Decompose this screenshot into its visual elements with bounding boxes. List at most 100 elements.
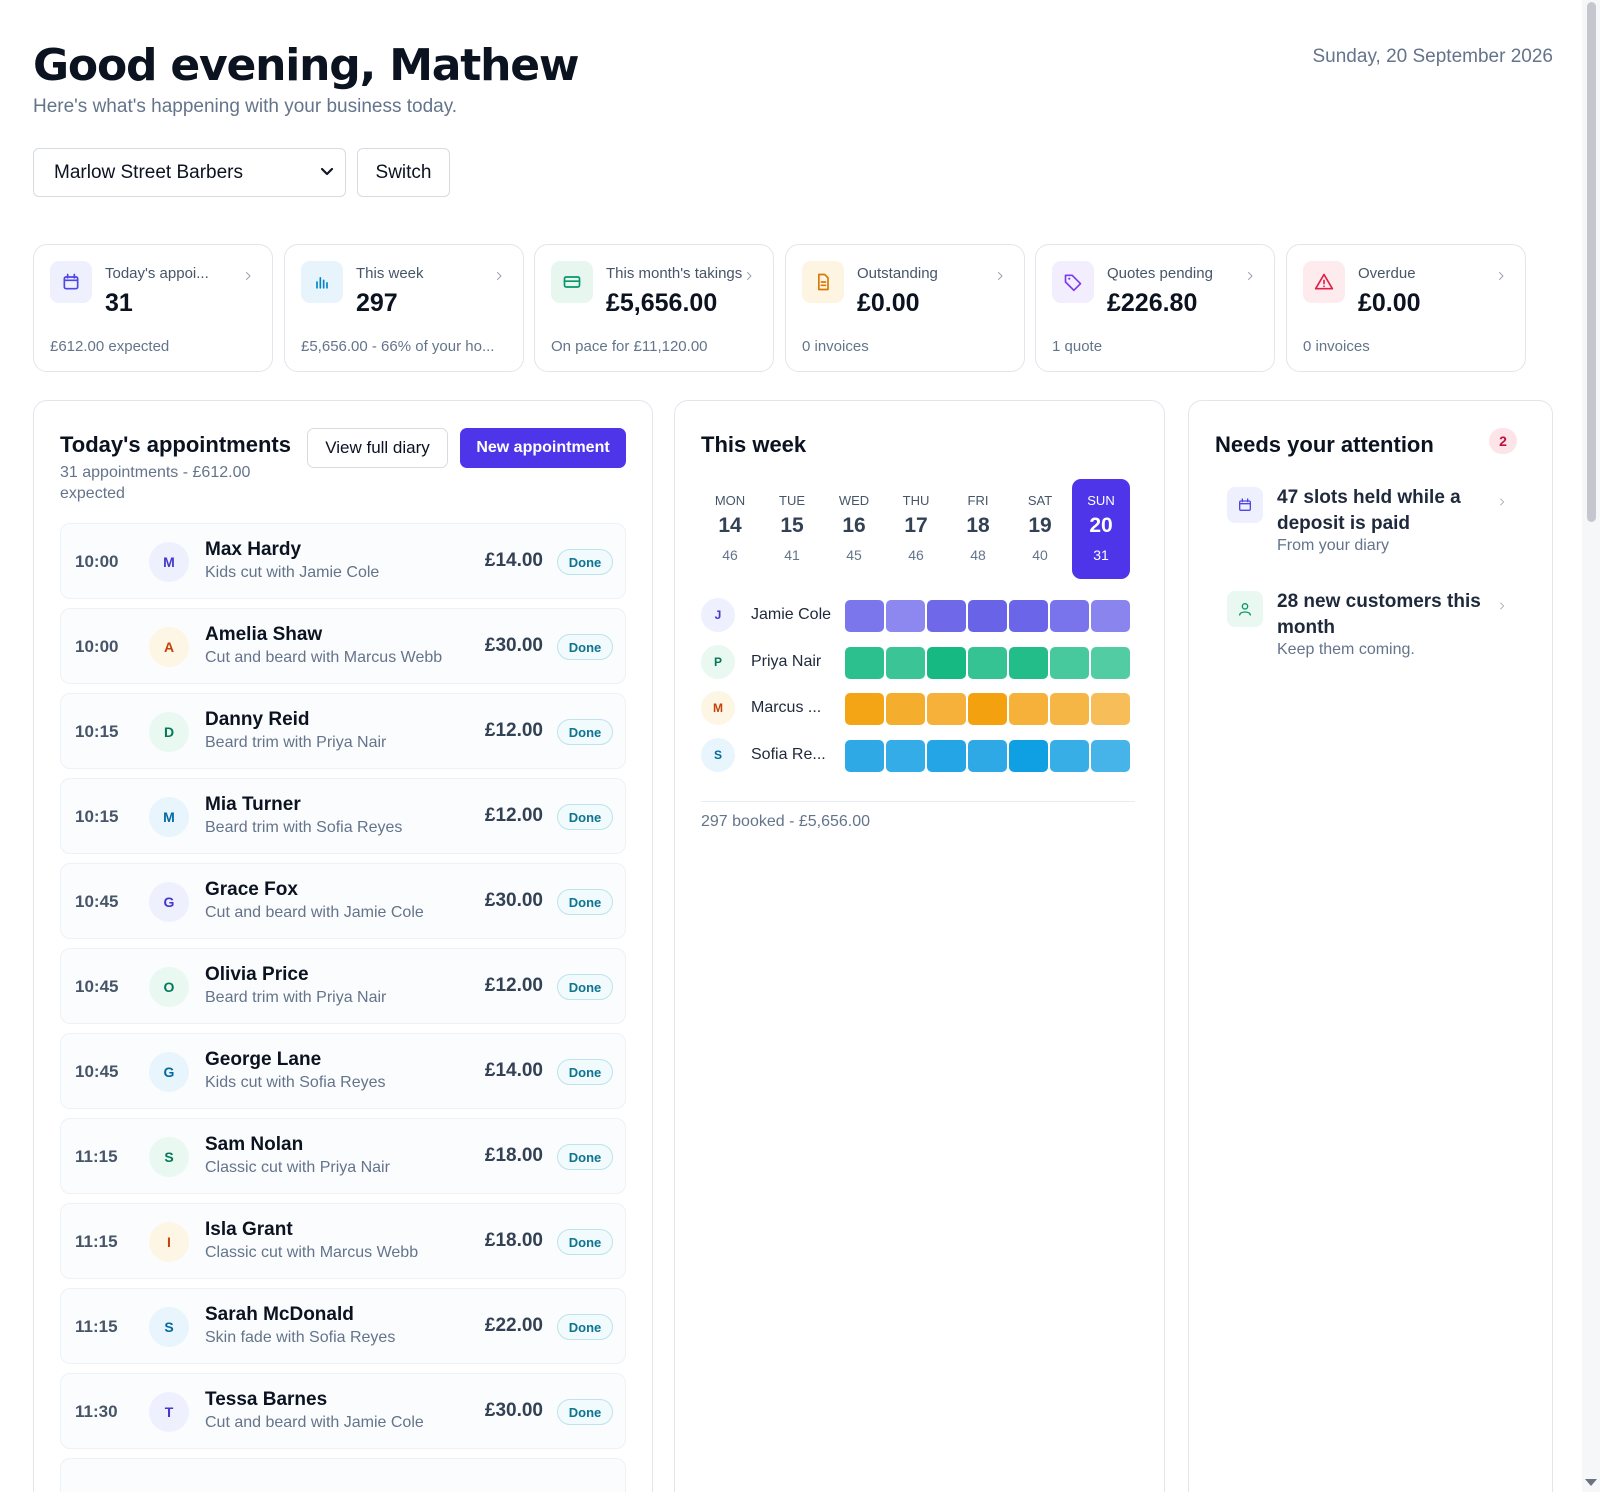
heatmap-cell[interactable] bbox=[886, 600, 925, 632]
service-description: Beard trim with Sofia Reyes bbox=[205, 819, 403, 836]
view-full-diary-button[interactable]: View full diary bbox=[307, 428, 448, 468]
attention-title: 47 slots held while a deposit is paid bbox=[1277, 487, 1461, 534]
attention-item[interactable]: 47 slots held while a deposit is paid Fro… bbox=[1227, 485, 1527, 565]
service-description: Classic cut with Marcus Webb bbox=[205, 1244, 419, 1261]
heatmap-cell[interactable] bbox=[1009, 646, 1048, 679]
bar-chart-icon bbox=[316, 277, 328, 289]
heatmap-cell[interactable] bbox=[927, 646, 966, 679]
day-date: 19 bbox=[1028, 514, 1052, 537]
appointment-row[interactable]: 10:45 G Grace Fox Cut and beard with Jamie … bbox=[60, 863, 626, 939]
heatmap-cell[interactable] bbox=[886, 693, 925, 725]
appointment-row[interactable]: 11:30 T Tessa Barnes Cut and beard with Jam… bbox=[60, 1373, 626, 1449]
stat-card[interactable]: Outstanding £0.00 0 invoices bbox=[785, 244, 1025, 372]
heatmap-cell[interactable] bbox=[1009, 600, 1048, 632]
heatmap-cell[interactable] bbox=[1091, 693, 1130, 725]
heatmap-cell[interactable] bbox=[968, 739, 1007, 772]
stat-footer: £5,656.00 - 66% of your ho... bbox=[301, 338, 495, 355]
user-icon bbox=[1239, 603, 1251, 616]
stat-icon-wrap bbox=[50, 261, 92, 303]
heatmap-cell[interactable] bbox=[1009, 693, 1048, 725]
appointment-time: 10:00 bbox=[75, 552, 119, 571]
heatmap-cell[interactable] bbox=[1091, 739, 1130, 772]
attention-item[interactable]: 28 new customers this month Keep them com… bbox=[1227, 589, 1527, 669]
heatmap-cell[interactable] bbox=[845, 739, 884, 772]
stat-card[interactable]: Today's appoi... 31 £612.00 expected bbox=[33, 244, 273, 372]
status-badge: Done bbox=[557, 634, 613, 660]
appointment-row-partial[interactable] bbox=[60, 1458, 626, 1492]
stat-icon-wrap bbox=[802, 261, 844, 303]
heatmap-cell[interactable] bbox=[1050, 739, 1089, 772]
stat-footer: £612.00 expected bbox=[50, 338, 170, 355]
day-thu[interactable]: THU 17 46 bbox=[887, 479, 945, 579]
needs-attention-panel: Needs your attention 2 47 slots held whi… bbox=[1188, 400, 1553, 1492]
stat-label: Today's appoi... bbox=[105, 265, 209, 282]
appointment-row[interactable]: 10:00 M Max Hardy Kids cut with Jamie Cole £… bbox=[60, 523, 626, 599]
scrollbar[interactable] bbox=[1582, 0, 1600, 1492]
heatmap-cell[interactable] bbox=[845, 600, 884, 632]
week-summary: 297 booked - £5,656.00 bbox=[701, 813, 871, 830]
stat-card[interactable]: This week 297 £5,656.00 - 66% of your ho..… bbox=[284, 244, 524, 372]
heatmap-cell[interactable] bbox=[968, 646, 1007, 679]
appointment-row[interactable]: 11:15 S Sam Nolan Classic cut with Priya Na… bbox=[60, 1118, 626, 1194]
appointment-row[interactable]: 10:00 A Amelia Shaw Cut and beard with Marc… bbox=[60, 608, 626, 684]
attention-icon-wrap bbox=[1227, 487, 1263, 523]
customer-name: Sam Nolan bbox=[205, 1134, 304, 1155]
avatar: D bbox=[149, 712, 189, 752]
chevron-right-icon bbox=[1500, 602, 1505, 610]
avatar: M bbox=[149, 542, 189, 582]
heatmap-cell[interactable] bbox=[927, 739, 966, 772]
new-appointment-button[interactable]: New appointment bbox=[460, 428, 626, 468]
switch-button[interactable]: Switch bbox=[357, 148, 450, 197]
staff-avatar: S bbox=[701, 737, 735, 772]
day-fri[interactable]: FRI 18 48 bbox=[949, 479, 1007, 579]
appointment-row[interactable]: 10:15 M Mia Turner Beard trim with Sofia Re… bbox=[60, 778, 626, 854]
service-description: Cut and beard with Marcus Webb bbox=[205, 649, 443, 666]
heatmap-cell[interactable] bbox=[968, 693, 1007, 725]
service-description: Cut and beard with Jamie Cole bbox=[205, 1414, 424, 1431]
day-count: 46 bbox=[908, 547, 924, 563]
business-select[interactable]: Marlow Street Barbers bbox=[33, 148, 346, 197]
appointments-title: Today's appointments bbox=[60, 432, 291, 457]
heatmap-cell[interactable] bbox=[1050, 646, 1089, 679]
day-name: THU bbox=[902, 493, 930, 508]
appointment-row[interactable]: 11:15 S Sarah McDonald Skin fade with Sofia… bbox=[60, 1288, 626, 1364]
avatar: T bbox=[149, 1392, 189, 1432]
stat-footer: 0 invoices bbox=[802, 338, 869, 355]
day-mon[interactable]: MON 14 46 bbox=[701, 479, 759, 579]
heatmap-cell[interactable] bbox=[1050, 600, 1089, 632]
appointment-time: 10:45 bbox=[75, 1062, 119, 1081]
day-tue[interactable]: TUE 15 41 bbox=[763, 479, 821, 579]
appointment-row[interactable]: 11:15 I Isla Grant Classic cut with Marcus … bbox=[60, 1203, 626, 1279]
appointment-row[interactable]: 10:45 G George Lane Kids cut with Sofia Rey… bbox=[60, 1033, 626, 1109]
service-description: Cut and beard with Jamie Cole bbox=[205, 904, 424, 921]
heatmap-cell[interactable] bbox=[845, 646, 884, 679]
day-name: SAT bbox=[1027, 493, 1053, 508]
heatmap-cell[interactable] bbox=[1091, 646, 1130, 679]
day-sun[interactable]: SUN 20 31 bbox=[1072, 479, 1130, 579]
stat-card[interactable]: Quotes pending £226.80 1 quote bbox=[1035, 244, 1275, 372]
scrollbar-thumb[interactable] bbox=[1587, 2, 1596, 522]
heatmap-cell[interactable] bbox=[845, 693, 884, 725]
stat-card[interactable]: This month's takings £5,656.00 On pace for… bbox=[534, 244, 774, 372]
chevron-right-icon bbox=[1248, 272, 1253, 280]
stat-value: 297 bbox=[356, 289, 398, 317]
appointment-price: £30.00 bbox=[484, 890, 543, 911]
heatmap-cell[interactable] bbox=[968, 600, 1007, 632]
day-wed[interactable]: WED 16 45 bbox=[825, 479, 883, 579]
day-count: 45 bbox=[846, 547, 862, 563]
heatmap-cell[interactable] bbox=[1091, 600, 1130, 632]
attention-count-badge: 2 bbox=[1489, 428, 1517, 454]
heatmap-cell[interactable] bbox=[927, 693, 966, 725]
day-sat[interactable]: SAT 19 40 bbox=[1011, 479, 1069, 579]
heatmap-cell[interactable] bbox=[1009, 739, 1048, 772]
appointment-row[interactable]: 10:15 D Danny Reid Beard trim with Priya Na… bbox=[60, 693, 626, 769]
scroll-down-arrow[interactable] bbox=[1585, 1479, 1597, 1486]
stat-card[interactable]: Overdue £0.00 0 invoices bbox=[1286, 244, 1526, 372]
heatmap-cell[interactable] bbox=[886, 646, 925, 679]
heatmap-cell[interactable] bbox=[927, 600, 966, 632]
heatmap-cell[interactable] bbox=[886, 739, 925, 772]
chevron-right-icon bbox=[497, 272, 502, 280]
appointment-row[interactable]: 10:45 O Olivia Price Beard trim with Priya … bbox=[60, 948, 626, 1024]
heatmap-cell[interactable] bbox=[1050, 693, 1089, 725]
chevron-right-icon bbox=[1499, 272, 1504, 280]
